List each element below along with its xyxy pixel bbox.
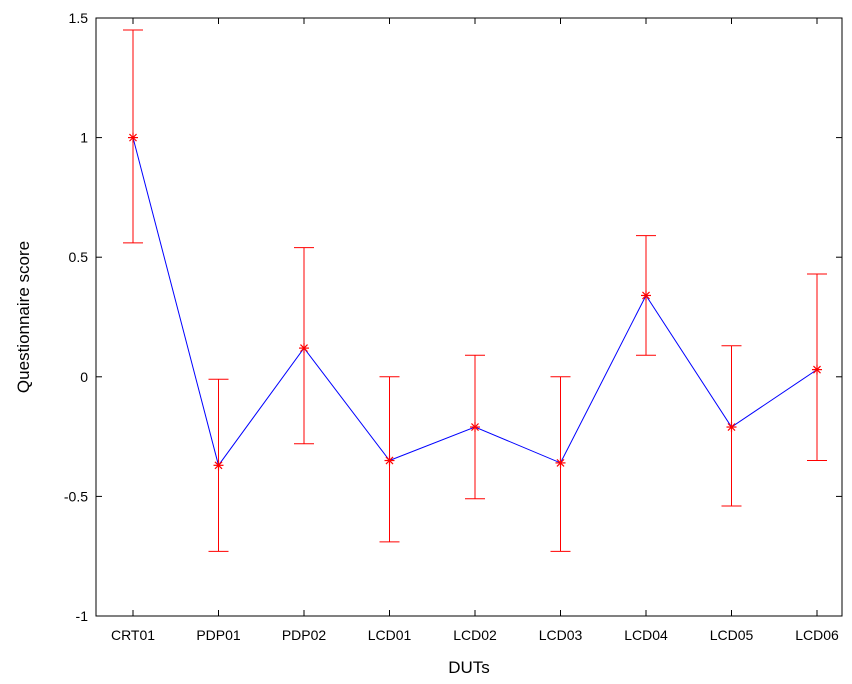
y-tick-label: 1.5 <box>69 10 89 26</box>
data-point <box>470 422 480 433</box>
y-tick-label: 1 <box>80 130 88 146</box>
x-tick-label: LCD06 <box>795 627 839 643</box>
data-markers <box>128 132 822 471</box>
data-point <box>555 457 566 468</box>
x-tick-label: LCD02 <box>453 627 497 643</box>
x-axis-title: DUTs <box>448 658 490 677</box>
x-tick-label: LCD01 <box>368 627 412 643</box>
x-tick-label: PDP02 <box>282 627 327 643</box>
y-axis-title: Questionnaire score <box>14 241 33 393</box>
data-point <box>384 455 395 466</box>
plot-area <box>95 17 843 617</box>
x-tick-label: CRT01 <box>111 627 155 643</box>
data-point <box>128 132 138 143</box>
y-axis: -1 -0.5 0 0.5 1 1.5 <box>64 10 842 624</box>
data-point <box>812 364 822 375</box>
x-tick-label: LCD04 <box>624 627 668 643</box>
y-tick-label: -0.5 <box>64 488 88 504</box>
y-tick-label: 0.5 <box>69 249 89 265</box>
data-point <box>726 422 737 433</box>
y-tick-label: 0 <box>80 369 88 385</box>
y-tick-label: -1 <box>76 608 89 624</box>
data-point <box>299 343 309 354</box>
x-tick-label: PDP01 <box>196 627 241 643</box>
x-tick-label: LCD03 <box>539 627 583 643</box>
x-tick-label: LCD05 <box>710 627 754 643</box>
data-point <box>641 290 651 301</box>
x-axis: CRT01 PDP01 PDP02 LCD01 LCD02 LCD03 LCD04 LCD05… <box>111 18 839 643</box>
data-point <box>213 460 224 471</box>
